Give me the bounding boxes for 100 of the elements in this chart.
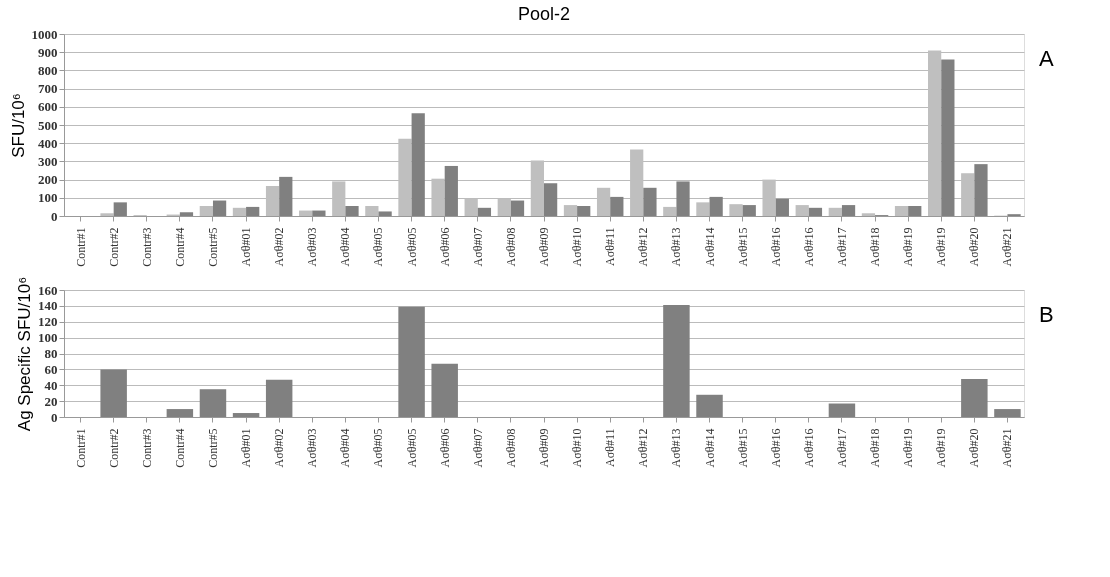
bar (477, 207, 492, 216)
bar (232, 413, 260, 417)
bar (941, 59, 955, 216)
x-tick-label: Aσθ#19 (934, 227, 949, 267)
x-tick-label: Aσθ#20 (967, 227, 982, 267)
x-tick-label: Aσθ#05 (404, 227, 419, 267)
bar (563, 205, 578, 216)
x-tick-label: Aσθ#15 (735, 428, 750, 468)
x-tick-label: Aσθ#08 (503, 428, 518, 468)
bar (510, 200, 525, 216)
y-tick-label: 100 (38, 330, 58, 346)
y-tick-label: 900 (38, 44, 58, 60)
x-tick-label: Aσθ#12 (636, 227, 651, 267)
x-tick-label: Aσθ#19 (901, 227, 916, 267)
x-tick-label: Aσθ#03 (305, 428, 320, 468)
x-tick-label: Aσθ#15 (735, 227, 750, 267)
y-tick-label: 60 (44, 361, 58, 377)
y-tick-label: 400 (38, 135, 58, 151)
x-tick-label: Aσθ#03 (305, 227, 320, 267)
y-tick-label: 20 (44, 393, 58, 409)
x-tick-label: Contr#2 (106, 227, 121, 267)
y-tick-label: 500 (38, 117, 58, 133)
bar (696, 394, 723, 417)
y-tick-label: 140 (38, 298, 58, 314)
x-tick-label: Aσθ#09 (537, 227, 551, 267)
x-tick-label: Aσθ#09 (537, 428, 551, 468)
x-tick-label: Aσθ#10 (570, 428, 585, 468)
x-tick-label: Aσθ#04 (338, 428, 353, 468)
y-tick-label: 300 (38, 153, 58, 169)
bar (610, 196, 624, 216)
y-axis-title: Ag Specific SFU/10⁶ (15, 276, 34, 432)
x-tick-label: Aσθ#17 (834, 428, 849, 468)
bar (100, 213, 114, 216)
x-tick-label: Aσθ#04 (338, 227, 353, 267)
bar (113, 202, 127, 216)
x-tick-label: Aσθ#02 (272, 428, 287, 468)
x-tick-label: Contr#4 (172, 227, 187, 267)
chart-title: Pool-2 (517, 4, 571, 24)
bar (265, 379, 293, 417)
x-tick-label: Aσθ#16 (801, 227, 816, 267)
bar (643, 187, 657, 216)
bar (199, 389, 227, 417)
x-tick-label: Aσθ#13 (669, 227, 684, 267)
bar (775, 198, 789, 216)
bar (166, 409, 194, 417)
x-tick-label: Aσθ#16 (768, 227, 783, 267)
y-tick-label: 200 (38, 172, 58, 188)
bar (696, 202, 710, 216)
bar (709, 196, 723, 216)
x-tick-label: Contr#1 (73, 428, 88, 468)
x-tick-label: Aσθ#11 (603, 227, 618, 266)
y-axis-title: SFU/10⁶ (8, 93, 28, 158)
x-tick-label: Aσθ#12 (636, 428, 651, 468)
bar (663, 305, 690, 417)
bar (729, 204, 743, 216)
x-tick-label: Aσθ#01 (239, 227, 254, 267)
x-tick-label: Aσθ#01 (239, 428, 254, 468)
bar (828, 403, 856, 417)
bar (378, 211, 392, 216)
y-tick-label: 1000 (31, 26, 58, 42)
x-tick-label: Aσθ#19 (934, 428, 949, 468)
x-tick-label: Aσθ#21 (1000, 428, 1015, 468)
y-tick-label: 600 (38, 99, 58, 115)
bar (444, 165, 458, 216)
bar (544, 183, 558, 216)
x-tick-label: Aσθ#05 (371, 227, 386, 267)
bar (179, 212, 194, 216)
x-tick-label: Aσθ#06 (437, 428, 452, 468)
x-tick-label: Aσθ#07 (470, 227, 485, 267)
x-tick-label: Aσθ#17 (834, 227, 849, 267)
bar (894, 205, 909, 216)
bar (431, 363, 458, 417)
bar (299, 210, 313, 216)
bar (961, 378, 988, 417)
x-tick-label: Aσθ#06 (437, 227, 452, 267)
x-tick-label: Aσθ#05 (404, 428, 419, 468)
x-tick-label: Contr#4 (172, 428, 187, 468)
x-tick-label: Aσθ#02 (272, 227, 287, 267)
bar (577, 205, 591, 216)
bar (795, 205, 809, 216)
x-tick-label: Aσθ#21 (1000, 227, 1015, 267)
bar (279, 176, 293, 216)
x-tick-label: Aσθ#11 (603, 428, 618, 467)
bar (199, 205, 213, 216)
x-tick-label: Contr#3 (139, 227, 154, 267)
bar (663, 206, 677, 216)
y-tick-label: 80 (44, 346, 58, 361)
x-tick-label: Aσθ#14 (702, 227, 717, 267)
x-tick-label: Aσθ#18 (868, 428, 883, 468)
bar (312, 210, 326, 216)
x-tick-label: Contr#5 (205, 227, 220, 267)
x-tick-label: Aσθ#16 (768, 428, 783, 468)
x-tick-label: Contr#3 (139, 428, 154, 468)
x-tick-label: Aσθ#05 (371, 428, 386, 468)
x-tick-label: Aσθ#08 (503, 227, 518, 267)
bar (212, 200, 227, 216)
bar (100, 369, 127, 417)
y-tick-label: 700 (38, 81, 58, 97)
y-tick-label: 160 (38, 282, 58, 298)
x-tick-label: Aσθ#20 (967, 428, 982, 468)
